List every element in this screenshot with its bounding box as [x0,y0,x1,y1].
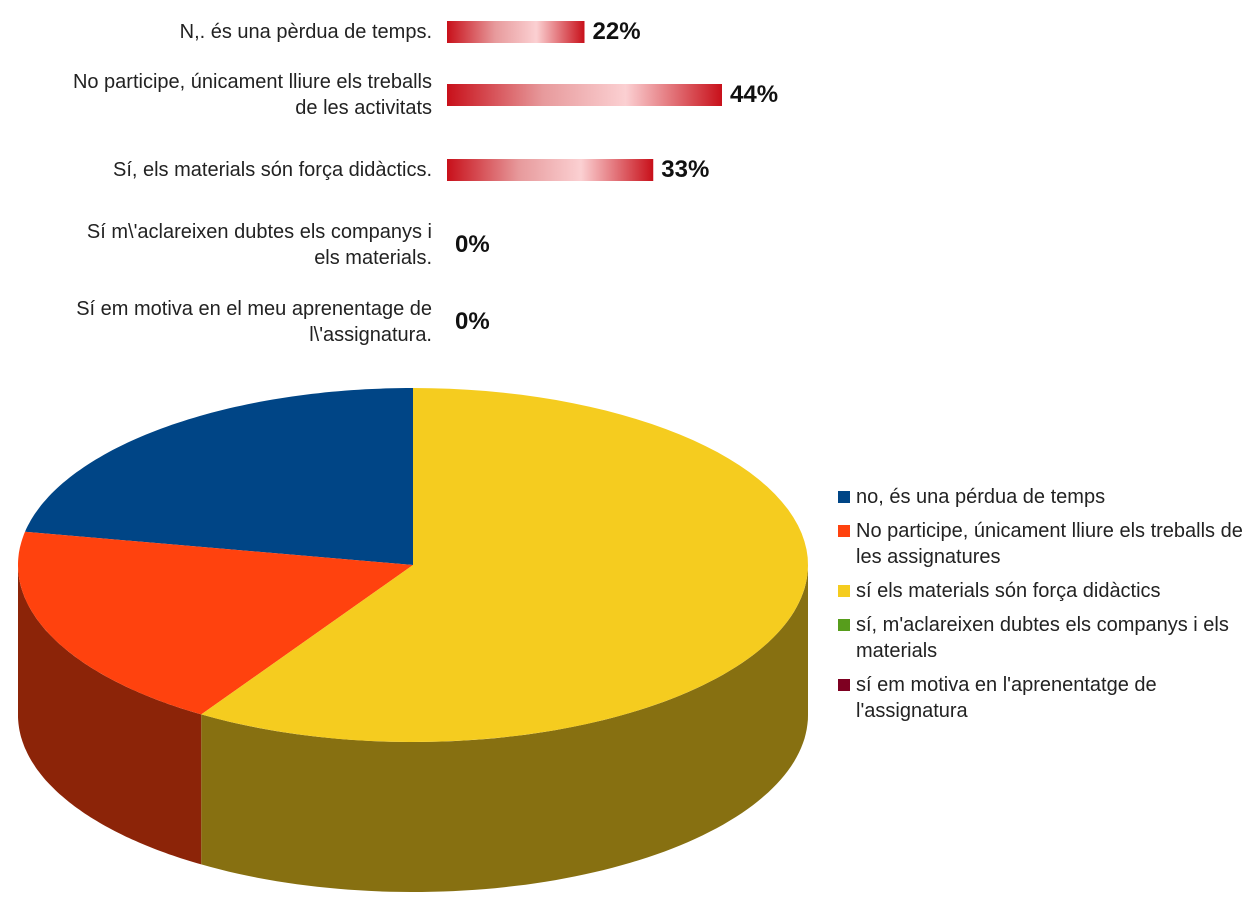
value-label: 33% [661,156,710,183]
legend-item: sí els materials són força didàctics [838,578,1248,604]
legend-item: no, és una pérdua de temps [838,484,1248,510]
legend: no, és una pérdua de temps No participe, … [838,484,1248,732]
legend-item: sí, m'aclareixen dubtes els companys i e… [838,612,1248,664]
legend-item: No participe, únicament lliure els treba… [838,518,1248,570]
legend-swatch [838,525,850,537]
pie-slice [18,531,413,715]
legend-swatch [838,679,850,691]
category-label: Sí, els materials són força didàctics. [112,159,432,181]
legend-label: sí em motiva en l'aprenentatge de l'assi… [856,674,1157,722]
legend-swatch [838,619,850,631]
legend-label: sí, m'aclareixen dubtes els companys i e… [856,614,1229,662]
legend-swatch [838,491,850,503]
value-label: 0% [455,308,490,335]
legend-item: sí em motiva en l'aprenentatge de l'assi… [838,672,1248,724]
pie-slice [201,388,809,742]
legend-label: sí els materials són força didàctics [856,580,1161,602]
legend-label: No participe, únicament lliure els treba… [856,520,1243,568]
value-label: 22% [592,18,641,45]
pie-side [201,565,809,892]
pie-slice [25,388,413,565]
bar [447,159,654,181]
legend-swatch [838,585,850,597]
bar [447,21,585,43]
category-label: No participe, únicament lliure els treba… [72,71,432,119]
legend-label: no, és una pérdua de temps [856,486,1106,508]
category-label: Sí em motiva en el meu aprenentage de l\… [76,298,432,346]
pie-side [18,565,202,865]
category-label: N,. és una pèrdua de temps. [179,21,432,43]
value-label: 44% [730,81,779,108]
bar [447,84,722,106]
value-label: 0% [455,231,490,258]
category-label: Sí m\'aclareixen dubtes els companys i e… [86,221,432,269]
